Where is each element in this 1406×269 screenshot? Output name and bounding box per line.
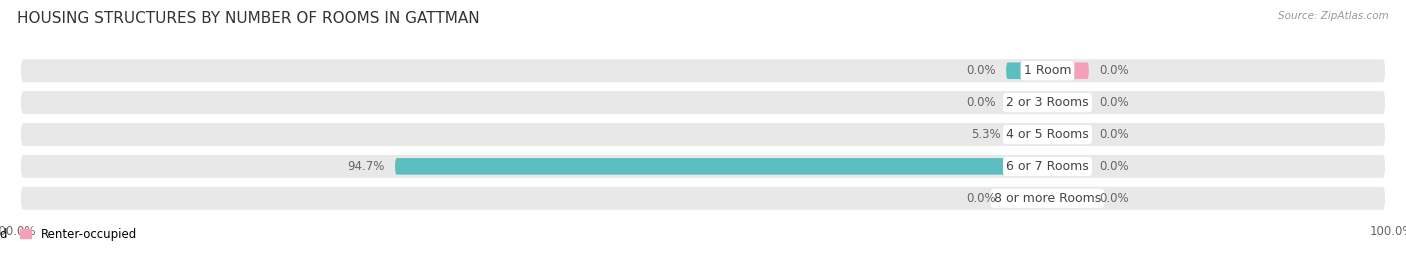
Text: 4 or 5 Rooms: 4 or 5 Rooms bbox=[1007, 128, 1088, 141]
FancyBboxPatch shape bbox=[1047, 158, 1088, 175]
FancyBboxPatch shape bbox=[1007, 190, 1047, 207]
Text: 0.0%: 0.0% bbox=[966, 64, 995, 77]
FancyBboxPatch shape bbox=[1047, 126, 1088, 143]
Text: HOUSING STRUCTURES BY NUMBER OF ROOMS IN GATTMAN: HOUSING STRUCTURES BY NUMBER OF ROOMS IN… bbox=[17, 11, 479, 26]
Text: 6 or 7 Rooms: 6 or 7 Rooms bbox=[1007, 160, 1088, 173]
Text: 0.0%: 0.0% bbox=[966, 192, 995, 205]
FancyBboxPatch shape bbox=[395, 158, 1047, 175]
Text: 8 or more Rooms: 8 or more Rooms bbox=[994, 192, 1101, 205]
Text: 0.0%: 0.0% bbox=[966, 96, 995, 109]
Text: 0.0%: 0.0% bbox=[1099, 160, 1129, 173]
FancyBboxPatch shape bbox=[1007, 62, 1047, 79]
Text: 1 Room: 1 Room bbox=[1024, 64, 1071, 77]
Text: 2 or 3 Rooms: 2 or 3 Rooms bbox=[1007, 96, 1088, 109]
FancyBboxPatch shape bbox=[1047, 190, 1088, 207]
FancyBboxPatch shape bbox=[1047, 94, 1088, 111]
Text: 0.0%: 0.0% bbox=[1099, 64, 1129, 77]
Text: 5.3%: 5.3% bbox=[972, 128, 1001, 141]
Text: 0.0%: 0.0% bbox=[1099, 128, 1129, 141]
FancyBboxPatch shape bbox=[21, 187, 1385, 210]
Text: 0.0%: 0.0% bbox=[1099, 96, 1129, 109]
Legend: Owner-occupied, Renter-occupied: Owner-occupied, Renter-occupied bbox=[0, 228, 138, 240]
FancyBboxPatch shape bbox=[1007, 94, 1047, 111]
FancyBboxPatch shape bbox=[21, 59, 1385, 82]
Text: 0.0%: 0.0% bbox=[1099, 192, 1129, 205]
FancyBboxPatch shape bbox=[1047, 62, 1088, 79]
FancyBboxPatch shape bbox=[21, 155, 1385, 178]
FancyBboxPatch shape bbox=[21, 91, 1385, 114]
FancyBboxPatch shape bbox=[1011, 126, 1047, 143]
Text: Source: ZipAtlas.com: Source: ZipAtlas.com bbox=[1278, 11, 1389, 21]
Text: 94.7%: 94.7% bbox=[347, 160, 385, 173]
FancyBboxPatch shape bbox=[21, 123, 1385, 146]
